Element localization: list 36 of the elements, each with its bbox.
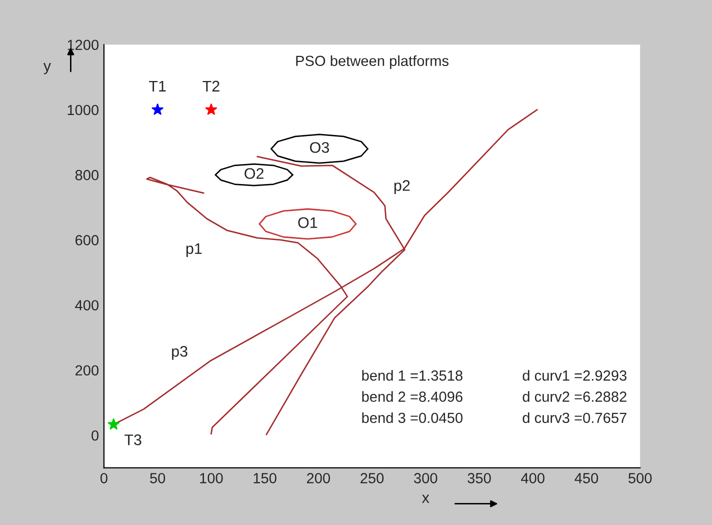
- series-label: p3: [172, 346, 188, 360]
- y-tick-label: 400: [75, 300, 99, 310]
- series-label: O1: [298, 217, 318, 228]
- annotation: bend 1 =1.3518: [362, 370, 462, 381]
- series-label: T3: [124, 434, 142, 446]
- y-tick-label: 1200: [68, 40, 99, 50]
- x-tick-label: 0: [100, 473, 108, 484]
- x-tick-label: 250: [360, 473, 384, 484]
- x-tick-label: 150: [254, 473, 276, 484]
- series-label: T1: [148, 80, 166, 92]
- text: PSO between platforms: [296, 55, 448, 69]
- series-label: p1: [186, 243, 202, 258]
- annotation: d curv1 =2.9293: [522, 370, 626, 381]
- y-tick-label: 0: [92, 430, 99, 441]
- y-tick-label: 200: [75, 365, 99, 376]
- annotation: bend 3 =0.0450: [362, 412, 463, 424]
- annotation: d curv2 =6.2882: [522, 391, 626, 402]
- x-tick-label: 400: [521, 473, 544, 484]
- x-axis-title: x: [422, 494, 430, 503]
- x-tick-label: 50: [150, 473, 166, 484]
- series-label: T2: [202, 80, 220, 92]
- annotation: bend 2 =8.4096: [362, 391, 462, 402]
- annotation: d curv3 =0.7657: [522, 412, 626, 424]
- y-axis-title: y: [43, 63, 51, 74]
- series-label: p2: [394, 180, 410, 194]
- x-tick-label: 100: [200, 473, 223, 484]
- series-label: O2: [244, 168, 264, 179]
- x-tick-label: 300: [414, 473, 438, 484]
- x-tick-label: 500: [628, 473, 652, 484]
- y-tick-label: 1000: [68, 104, 99, 116]
- y-tick-label: 600: [76, 235, 99, 246]
- y-tick-label: 800: [75, 170, 99, 180]
- x-tick-label: 200: [306, 473, 330, 484]
- x-tick-label: 350: [468, 473, 491, 484]
- series-label: O3: [310, 142, 329, 153]
- x-tick-label: 450: [574, 473, 598, 484]
